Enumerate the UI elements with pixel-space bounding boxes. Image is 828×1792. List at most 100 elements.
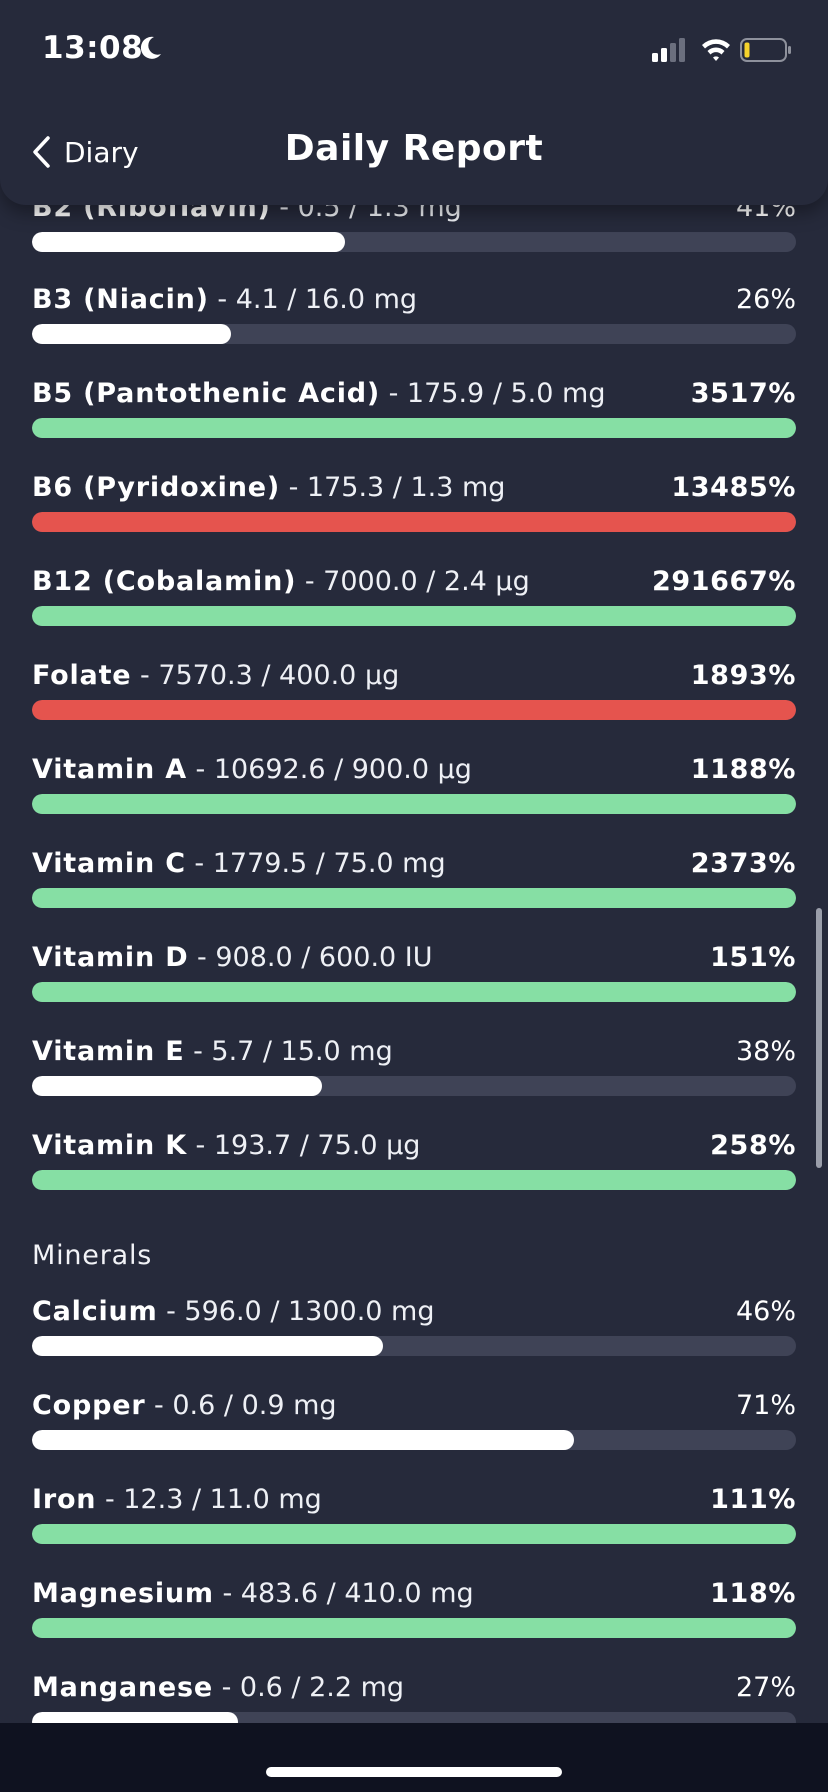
nutrient-label: B12 (Cobalamin) - 7000.0 / 2.4 µg [32,566,530,597]
nutrient-percent: 26% [735,284,796,315]
nutrient-row-magnesium: Magnesium - 483.6 / 410.0 mg 118% [32,1578,796,1642]
back-button[interactable]: Diary [30,130,139,174]
nutrient-row-vitamin-e: Vitamin E - 5.7 / 15.0 mg 38% [32,1036,796,1100]
progress-fill [32,794,796,814]
nutrient-label: Vitamin E - 5.7 / 15.0 mg [32,1036,393,1067]
progress-bar [32,1524,796,1544]
status-time: 13:08 [42,30,144,66]
battery-icon [740,38,791,62]
nutrient-name: Copper [32,1390,146,1421]
progress-fill [32,512,796,532]
progress-fill [32,982,796,1002]
nutrient-row-b3: B3 (Niacin) - 4.1 / 16.0 mg 26% [32,284,796,348]
nutrient-label: B3 (Niacin) - 4.1 / 16.0 mg [32,284,417,315]
progress-fill [32,232,346,252]
progress-bar [32,606,796,626]
nutrient-name: Magnesium [32,1578,214,1609]
progress-bar [32,1618,796,1638]
progress-fill [32,324,231,344]
nutrient-amount: - 4.1 / 16.0 mg [217,284,418,315]
nutrient-percent: 27% [735,1672,796,1703]
nutrient-name: Vitamin D [32,942,189,973]
progress-bar [32,1430,796,1450]
nutrient-amount: - 175.3 / 1.3 mg [288,472,506,503]
nutrient-amount: - 10692.6 / 900.0 µg [195,754,472,785]
nutrient-row-vitamin-k: Vitamin K - 193.7 / 75.0 µg 258% [32,1130,796,1194]
nutrient-name: Iron [32,1484,97,1515]
nutrient-percent: 13485% [671,472,796,503]
nutrient-name: B3 (Niacin) [32,284,209,315]
nutrient-amount: - 7000.0 / 2.4 µg [304,566,530,597]
nutrient-label: Vitamin K - 193.7 / 75.0 µg [32,1130,420,1161]
home-indicator[interactable] [266,1767,562,1777]
nutrient-row-copper: Copper - 0.6 / 0.9 mg 71% [32,1390,796,1454]
progress-bar [32,888,796,908]
progress-bar [32,418,796,438]
nutrient-row-b6: B6 (Pyridoxine) - 175.3 / 1.3 mg 13485% [32,472,796,536]
section-title-minerals: Minerals [32,1240,153,1271]
nutrient-row-vitamin-a: Vitamin A - 10692.6 / 900.0 µg 1188% [32,754,796,818]
nutrient-name: Vitamin A [32,754,187,785]
nutrient-percent: 1893% [690,660,796,691]
nutrient-percent: 111% [710,1484,796,1515]
nutrient-row-b5: B5 (Pantothenic Acid) - 175.9 / 5.0 mg 3… [32,378,796,442]
nutrient-percent: 151% [710,942,796,973]
nutrient-row-iron: Iron - 12.3 / 11.0 mg 111% [32,1484,796,1548]
nutrient-label: Vitamin C - 1779.5 / 75.0 mg [32,848,446,879]
nutrient-percent: 258% [710,1130,796,1161]
nutrient-percent: 2373% [690,848,796,879]
nutrient-amount: - 7570.3 / 400.0 µg [140,660,400,691]
nutrient-amount: - 193.7 / 75.0 µg [195,1130,421,1161]
nutrient-label: Iron - 12.3 / 11.0 mg [32,1484,322,1515]
progress-bar [32,1076,796,1096]
progress-bar [32,1336,796,1356]
nutrient-percent: 3517% [690,378,796,409]
chevron-left-icon [33,136,50,168]
bottom-bar [0,1723,828,1792]
signal-icon [652,38,685,62]
nutrient-row-calcium: Calcium - 596.0 / 1300.0 mg 46% [32,1296,796,1360]
nutrient-amount: - 1779.5 / 75.0 mg [194,848,446,879]
nutrient-label: Calcium - 596.0 / 1300.0 mg [32,1296,435,1327]
progress-bar [32,700,796,720]
progress-fill [32,700,796,720]
nutrient-percent: 38% [735,1036,796,1067]
scrollbar[interactable] [816,908,822,1168]
nutrient-amount: - 483.6 / 410.0 mg [222,1578,474,1609]
nutrient-amount: - 175.9 / 5.0 mg [388,378,606,409]
nutrient-label: B6 (Pyridoxine) - 175.3 / 1.3 mg [32,472,505,503]
progress-bar [32,794,796,814]
nutrient-name: Manganese [32,1672,213,1703]
nutrient-name: Vitamin K [32,1130,187,1161]
nutrient-name: B12 (Cobalamin) [32,566,297,597]
nutrient-amount: - 596.0 / 1300.0 mg [166,1296,435,1327]
wifi-icon [702,39,730,61]
nutrient-row-b12: B12 (Cobalamin) - 7000.0 / 2.4 µg 291667… [32,566,796,630]
nutrient-percent: 118% [710,1578,796,1609]
progress-fill [32,888,796,908]
nutrient-row-vitamin-c: Vitamin C - 1779.5 / 75.0 mg 2373% [32,848,796,912]
nutrient-name: Vitamin C [32,848,186,879]
nutrient-name: B6 (Pyridoxine) [32,472,280,503]
nutrient-percent: 46% [735,1296,796,1327]
progress-fill [32,1170,796,1190]
progress-fill [32,1336,384,1356]
progress-fill [32,1076,323,1096]
nutrient-name: B5 (Pantothenic Acid) [32,378,381,409]
progress-bar [32,232,796,252]
nutrient-amount: - 5.7 / 15.0 mg [193,1036,393,1067]
progress-bar [32,982,796,1002]
header: 13:08 Diary Daily Report [0,0,828,205]
nutrient-row-vitamin-d: Vitamin D - 908.0 / 600.0 IU 151% [32,942,796,1006]
nutrient-percent: 71% [735,1390,796,1421]
nutrient-label: Vitamin A - 10692.6 / 900.0 µg [32,754,472,785]
nutrient-name: Calcium [32,1296,158,1327]
progress-bar [32,1170,796,1190]
nutrient-name: Folate [32,660,132,691]
page-title: Daily Report [284,128,544,169]
nutrient-label: Magnesium - 483.6 / 410.0 mg [32,1578,474,1609]
progress-fill [32,1618,796,1638]
progress-bar [32,324,796,344]
nutrient-name: Vitamin E [32,1036,185,1067]
nutrient-label: Folate - 7570.3 / 400.0 µg [32,660,399,691]
